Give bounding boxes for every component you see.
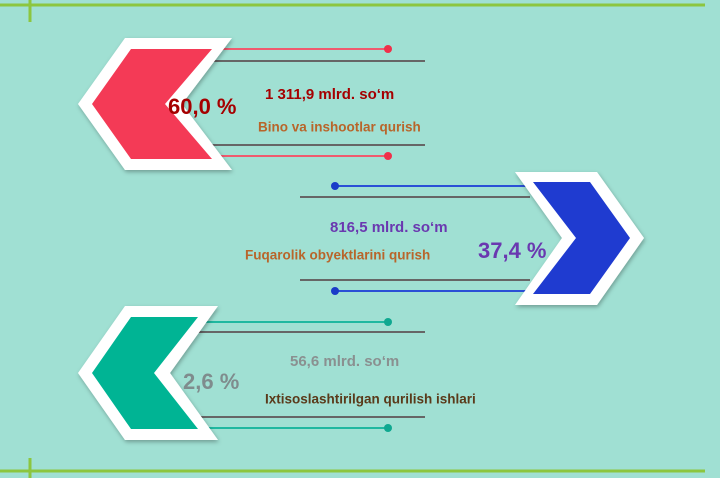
label: Ixtisoslashtirilgan qurilish ishlari: [265, 392, 476, 407]
amount: 1 311,9 mlrd. so‘m: [265, 86, 394, 103]
amount: 816,5 mlrd. so‘m: [330, 219, 448, 236]
item-2: 816,5 mlrd. so‘m Fuqarolik obyektlarini …: [245, 172, 644, 305]
percent: 60,0 %: [168, 94, 237, 119]
label: Fuqarolik obyektlarini qurish: [245, 248, 430, 263]
item-1: 60,0 % 1 311,9 mlrd. so‘m Bino va inshoo…: [78, 38, 425, 170]
percent: 37,4 %: [478, 238, 547, 263]
frame: [0, 0, 705, 478]
amount: 56,6 mlrd. so‘m: [290, 353, 399, 370]
item-3: 2,6 % 56,6 mlrd. so‘m Ixtisoslashtirilga…: [78, 306, 476, 440]
percent: 2,6 %: [183, 369, 239, 394]
label: Bino va inshootlar qurish: [258, 120, 421, 135]
